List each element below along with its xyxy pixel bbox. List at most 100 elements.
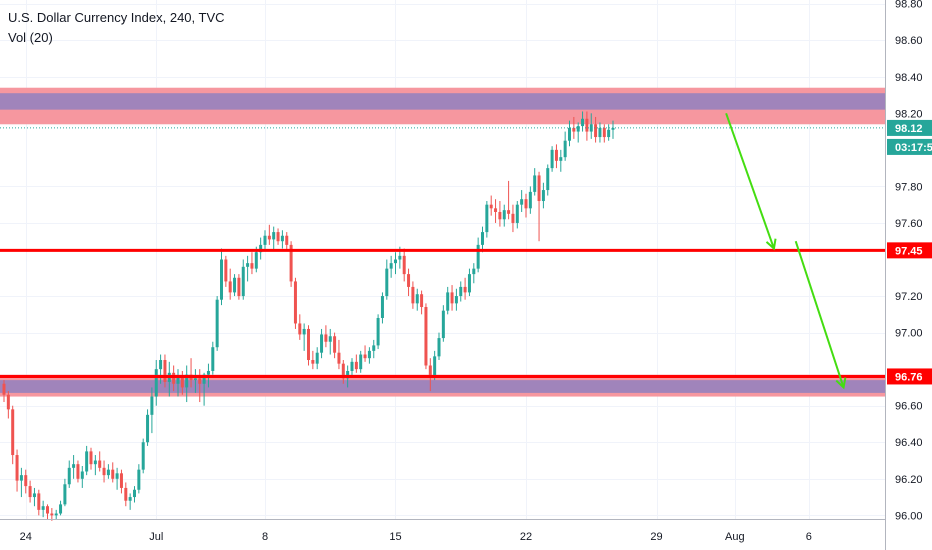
candle-body [424,307,428,366]
candle-body [272,232,276,240]
candle [454,288,458,311]
candle [72,455,76,479]
candle-body [394,259,397,264]
candle-body [420,294,424,308]
candle [154,360,158,406]
candle [150,387,154,434]
symbol-title[interactable]: U.S. Dollar Currency Index, 240, TVC [8,10,225,25]
candle [119,469,123,494]
price-tick-label: 98.80 [895,0,923,11]
price-tick-label: 96.00 [895,510,923,522]
candle [259,237,263,260]
candle [467,268,471,297]
level-lower-tag-text: 96.76 [895,371,923,383]
candle [176,369,180,397]
candle-body [289,244,293,282]
price-tick-label: 96.60 [895,401,923,413]
candle [372,339,376,359]
candle [141,438,145,474]
candle-body [428,365,432,377]
candle-body [315,352,319,364]
candle-body [376,317,380,346]
candle [524,193,528,218]
candle-body [594,124,598,138]
candle-body [498,211,502,220]
candle [137,464,141,494]
candle-body [533,175,537,192]
time-tick-label: 29 [650,531,662,543]
candle [341,360,345,384]
candle [76,460,80,483]
candle-body [241,266,245,297]
candle [402,248,406,282]
candle-body [233,277,237,293]
candle-body [111,469,115,479]
candle-body [267,235,271,240]
candle-body [333,336,337,353]
candle [24,469,28,494]
candle-body [511,213,515,223]
candle-body [115,473,119,479]
last-price-tag: 98.12 [887,119,932,136]
candle-body [346,370,350,379]
candle-body [80,471,84,479]
candle-body [568,127,571,141]
candle [41,500,45,518]
price-tick-label: 97.80 [895,181,923,193]
candle-body [341,363,345,379]
candle-body [93,460,97,465]
candle [180,370,184,395]
candle-body [554,149,558,161]
candle [211,341,215,375]
candle [511,204,515,233]
projection-arrow-1 [794,240,845,388]
candle [311,350,315,370]
time-tick-label: 6 [806,531,812,543]
candle-body [141,442,145,470]
candle [124,482,128,507]
candle-body [446,292,450,311]
chart-grid [0,0,885,519]
time-axis[interactable]: 24 Jul 8 15 22 29 Aug 6 [20,531,812,543]
candle-body [285,235,289,245]
candle [80,466,84,488]
candle [133,486,136,503]
candle-body [302,328,306,335]
candle-body [254,252,258,269]
candle-body [54,513,58,516]
candle [446,286,450,315]
candle-body [528,191,532,209]
volume-indicator-label[interactable]: Vol (20) [8,30,53,45]
candle-body [180,376,184,388]
level-upper-tag-bg [887,242,932,259]
candle [37,489,41,516]
candle [389,255,393,278]
candle-body [198,378,202,384]
candle [293,277,297,329]
resistance-support-zones [0,87,885,397]
candle-body [19,475,23,481]
candle [220,248,223,306]
candle [450,285,454,311]
candle-body [119,473,123,488]
price-axis[interactable]: 98.80 98.60 98.40 98.20 97.80 97.60 97.45 97.20… [895,0,923,522]
candle-body [454,296,458,304]
candle [307,325,310,366]
candle [285,232,289,251]
candle [602,124,606,143]
candle [102,460,106,483]
candle [559,149,563,172]
candle [507,180,511,220]
candle [489,195,493,216]
price-tick-label: 97.00 [895,328,923,340]
candle-body [206,370,210,375]
candle [376,314,380,350]
candle-body [15,455,19,481]
candle [394,252,397,275]
candle-body [32,493,36,498]
candle [320,328,324,359]
candle [385,259,389,300]
candle-body [263,235,267,245]
candle-body [159,360,163,370]
